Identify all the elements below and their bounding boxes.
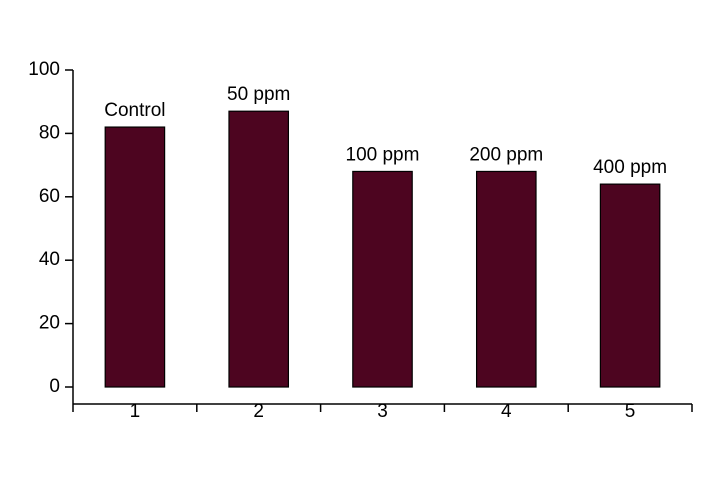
x-tick-label: 1 — [130, 401, 141, 422]
y-tick-label: 0 — [49, 376, 60, 397]
x-tick-label: 3 — [377, 401, 388, 422]
bar — [352, 170, 413, 388]
y-tick-label: 40 — [39, 249, 60, 270]
x-tick-label: 2 — [253, 401, 264, 422]
x-tick-label: 4 — [501, 401, 512, 422]
y-tick-label: 60 — [39, 186, 60, 207]
bar-label: 50 ppm — [227, 84, 290, 105]
y-tick-label: 100 — [28, 59, 60, 80]
bar-label: Control — [104, 100, 165, 121]
bar-label: 100 ppm — [346, 144, 420, 165]
y-tick-label: 80 — [39, 122, 60, 143]
bar — [599, 183, 661, 388]
bar — [475, 170, 537, 388]
bar-label: 400 ppm — [593, 157, 667, 178]
bar — [228, 110, 290, 388]
y-tick-label: 20 — [39, 313, 60, 334]
bar — [104, 126, 166, 388]
x-tick-label: 5 — [625, 401, 636, 422]
bar-label: 200 ppm — [469, 144, 543, 165]
